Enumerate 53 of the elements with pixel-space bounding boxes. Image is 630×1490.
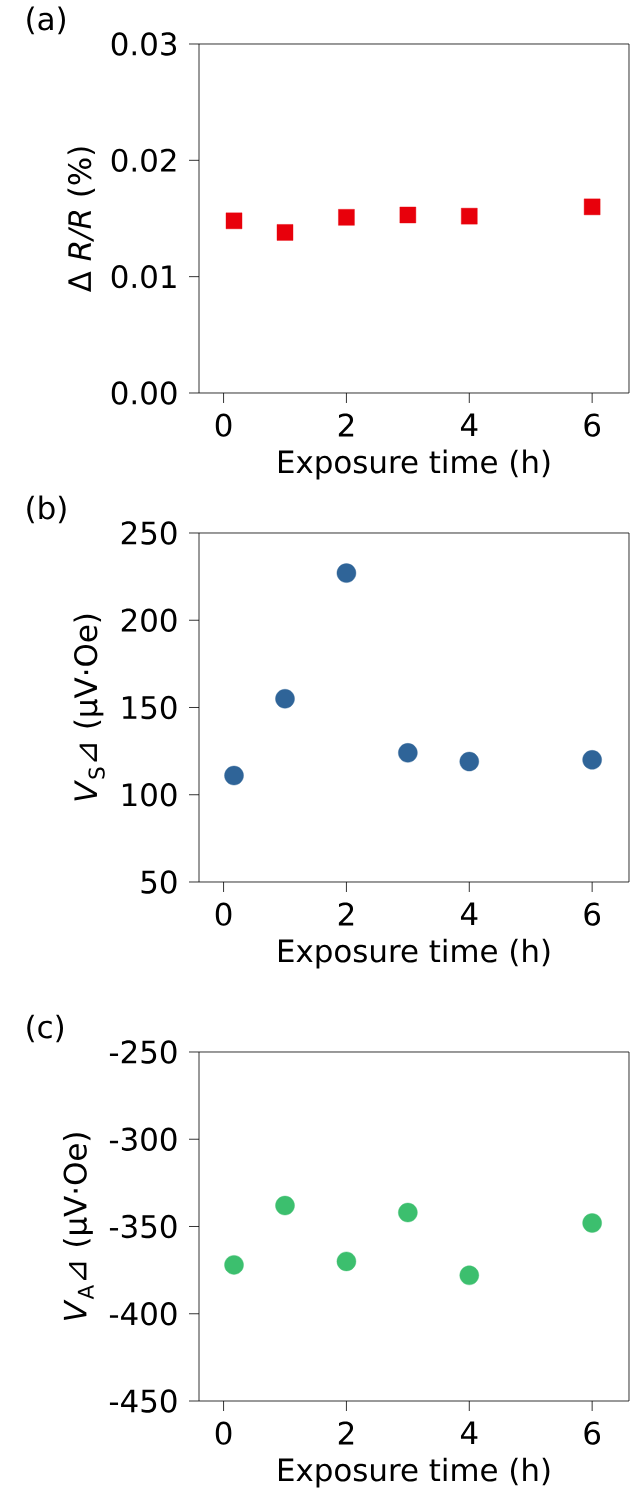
y-axis-title: V$_{A}$⊿ (μV·Oe) — [62, 1133, 94, 1321]
x-tick-label: 2 — [338, 1421, 354, 1445]
point — [275, 1195, 295, 1216]
x-tick-label: 4 — [460, 1421, 478, 1445]
point — [276, 224, 294, 241]
x-tick-label: 2 — [338, 413, 354, 437]
y-tick-label: 150 — [122, 695, 177, 720]
point — [582, 1213, 602, 1233]
y-tick-label: 250 — [121, 521, 177, 545]
y-tick-label: 0.02 — [111, 148, 176, 172]
y-tick-label: 0.01 — [111, 264, 176, 289]
y-tick-label: -400 — [109, 1302, 177, 1326]
x-tick-label: 0 — [215, 413, 232, 437]
point — [336, 1251, 357, 1272]
y-tick-label: -300 — [109, 1127, 177, 1151]
y-tick-label: 0.03 — [111, 32, 177, 56]
chart-title: (c) — [27, 1014, 64, 1043]
x-tick-label: 6 — [584, 902, 601, 926]
point — [336, 563, 357, 583]
point — [398, 743, 418, 763]
point — [275, 689, 295, 709]
point — [224, 765, 244, 786]
x-tick-label: 0 — [215, 902, 232, 926]
point — [399, 206, 417, 224]
x-tick-label: 0 — [215, 1421, 232, 1445]
x-tick-label: 6 — [584, 413, 601, 437]
point — [224, 1255, 244, 1275]
y-axis-title: Δ R/R (%) — [67, 147, 95, 293]
x-tick-label: 2 — [338, 902, 354, 926]
y-tick-label: -350 — [109, 1214, 177, 1239]
x-tick-label: 6 — [584, 1421, 601, 1445]
point — [398, 1202, 418, 1223]
x-axis-title: Exposure time (h) — [279, 938, 550, 969]
y-tick-label: -250 — [109, 1040, 177, 1064]
y-tick-label: 200 — [121, 608, 177, 632]
point — [459, 1265, 479, 1286]
point — [338, 209, 355, 226]
x-axis-title: Exposure time (h) — [279, 449, 550, 480]
chart-title: (b) — [27, 495, 66, 524]
y-tick-label: 0.00 — [111, 381, 177, 405]
point — [225, 212, 243, 230]
x-tick-label: 4 — [460, 902, 478, 925]
point — [461, 207, 478, 225]
chart-title: (a) — [27, 6, 65, 35]
x-tick-label: 4 — [460, 413, 478, 436]
point — [582, 750, 602, 770]
y-axis-title: V$_{S}$⊿ (μV·Oe) — [73, 614, 105, 801]
x-axis-title: Exposure time (h) — [279, 1457, 550, 1488]
point — [459, 751, 479, 772]
y-tick-label: 50 — [141, 870, 177, 894]
point — [583, 198, 601, 216]
y-tick-label: -450 — [109, 1389, 177, 1413]
y-tick-label: 100 — [122, 783, 177, 807]
